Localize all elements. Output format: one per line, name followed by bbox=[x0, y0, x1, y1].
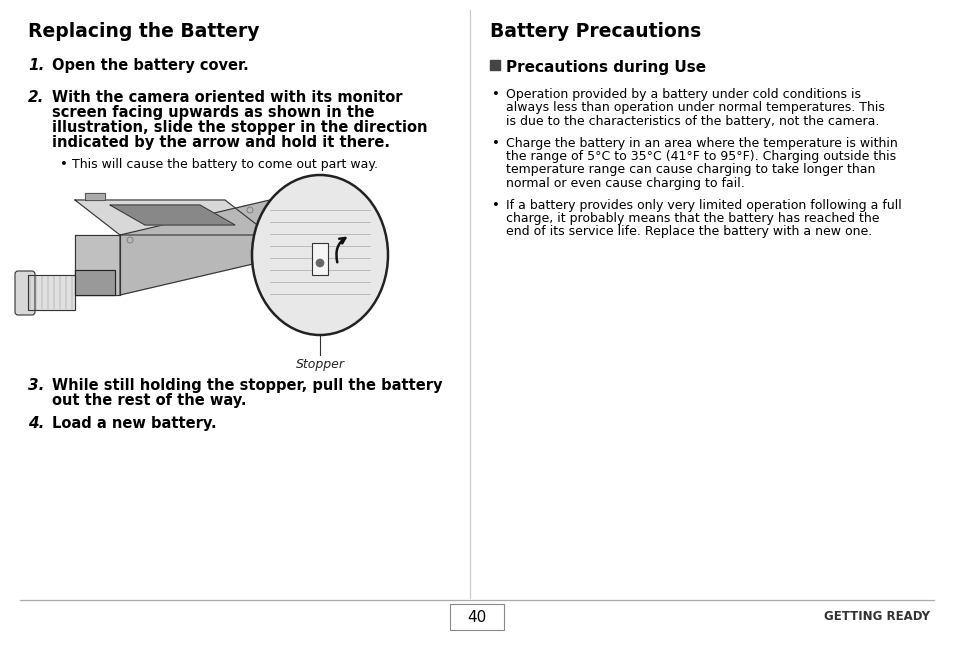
Text: Battery Precautions: Battery Precautions bbox=[490, 22, 700, 41]
Text: illustration, slide the stopper in the direction: illustration, slide the stopper in the d… bbox=[52, 120, 427, 135]
Text: •: • bbox=[60, 158, 68, 171]
Text: end of its service life. Replace the battery with a new one.: end of its service life. Replace the bat… bbox=[505, 225, 871, 238]
Text: Open the battery cover.: Open the battery cover. bbox=[52, 58, 249, 73]
Text: 4.: 4. bbox=[28, 416, 45, 431]
Text: Load a new battery.: Load a new battery. bbox=[52, 416, 216, 431]
Text: •: • bbox=[492, 136, 499, 149]
Text: •: • bbox=[492, 198, 499, 211]
Text: If a battery provides only very limited operation following a full: If a battery provides only very limited … bbox=[505, 198, 901, 211]
Ellipse shape bbox=[252, 175, 388, 335]
Text: Stopper: Stopper bbox=[295, 358, 344, 371]
Text: GETTING READY: GETTING READY bbox=[823, 610, 929, 623]
Polygon shape bbox=[75, 200, 270, 235]
Text: Precautions during Use: Precautions during Use bbox=[505, 60, 705, 75]
Text: 3.: 3. bbox=[28, 378, 45, 393]
Polygon shape bbox=[75, 270, 115, 295]
Polygon shape bbox=[85, 193, 105, 200]
Text: 1.: 1. bbox=[28, 58, 45, 73]
Polygon shape bbox=[110, 205, 234, 225]
Text: is due to the characteristics of the battery, not the camera.: is due to the characteristics of the bat… bbox=[505, 115, 879, 128]
Text: •: • bbox=[492, 88, 499, 101]
Text: the range of 5°C to 35°C (41°F to 95°F). Charging outside this: the range of 5°C to 35°C (41°F to 95°F).… bbox=[505, 150, 895, 163]
Text: normal or even cause charging to fail.: normal or even cause charging to fail. bbox=[505, 177, 744, 190]
Text: temperature range can cause charging to take longer than: temperature range can cause charging to … bbox=[505, 163, 875, 176]
Text: always less than operation under normal temperatures. This: always less than operation under normal … bbox=[505, 101, 884, 114]
Text: While still holding the stopper, pull the battery: While still holding the stopper, pull th… bbox=[52, 378, 442, 393]
Text: This will cause the battery to come out part way.: This will cause the battery to come out … bbox=[71, 158, 377, 171]
Text: screen facing upwards as shown in the: screen facing upwards as shown in the bbox=[52, 105, 375, 120]
Bar bbox=[312, 243, 328, 275]
Text: out the rest of the way.: out the rest of the way. bbox=[52, 393, 246, 408]
Polygon shape bbox=[120, 200, 270, 295]
Text: Replacing the Battery: Replacing the Battery bbox=[28, 22, 259, 41]
Text: 40: 40 bbox=[467, 609, 486, 625]
Text: indicated by the arrow and hold it there.: indicated by the arrow and hold it there… bbox=[52, 135, 390, 150]
Polygon shape bbox=[28, 275, 75, 310]
Text: charge, it probably means that the battery has reached the: charge, it probably means that the batte… bbox=[505, 212, 879, 225]
Polygon shape bbox=[75, 235, 120, 295]
Circle shape bbox=[315, 259, 324, 267]
Text: With the camera oriented with its monitor: With the camera oriented with its monito… bbox=[52, 90, 402, 105]
Text: Charge the battery in an area where the temperature is within: Charge the battery in an area where the … bbox=[505, 136, 897, 149]
Bar bbox=[450, 604, 503, 630]
Text: Operation provided by a battery under cold conditions is: Operation provided by a battery under co… bbox=[505, 88, 861, 101]
FancyBboxPatch shape bbox=[15, 271, 35, 315]
Text: 2.: 2. bbox=[28, 90, 45, 105]
Polygon shape bbox=[490, 60, 499, 70]
